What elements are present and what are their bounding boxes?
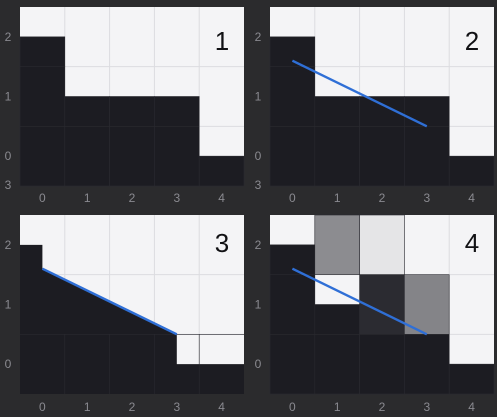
x-tick-label: 4: [468, 400, 475, 414]
x-tick-label: 2: [379, 191, 386, 205]
x-tick-label: 4: [218, 191, 225, 205]
dark-cell: [269, 126, 316, 187]
y-tick-label: 2: [5, 238, 12, 252]
x-tick-label: 0: [39, 400, 46, 414]
y-tick-label: 3: [5, 178, 12, 192]
dark-cell: [359, 334, 405, 395]
dark-cell-partial: [19, 36, 66, 67]
x-tick-label: 3: [423, 400, 430, 414]
shaded-cell: [359, 214, 405, 275]
x-tick-label: 2: [379, 400, 386, 414]
y-tick-label: 0: [255, 149, 262, 163]
dark-cell-partial: [64, 96, 110, 127]
dark-cell-partial: [154, 96, 200, 127]
panel-4: 0 1 2 3 4 0 1 2 3 4: [255, 178, 495, 414]
fit-line: [291, 59, 428, 128]
y-tick-label: 0: [5, 357, 12, 371]
panel-number-label: 1: [215, 26, 229, 56]
fit-line: [291, 267, 428, 336]
dark-cell-partial: [404, 96, 450, 127]
panels-container: 0123401231012340123201234012330123401234: [5, 7, 495, 414]
x-tick-label: 4: [218, 400, 225, 414]
dark-cell-partial: [314, 304, 360, 335]
x-tick-label: 0: [289, 191, 296, 205]
y-tick-label: 2: [255, 30, 262, 44]
dark-cell-partial: [314, 96, 360, 127]
dark-cell-partial: [448, 363, 495, 395]
dark-cell-partial: [269, 244, 316, 275]
panel-number-label: 3: [215, 228, 229, 258]
panel-number-label: 4: [465, 228, 479, 258]
shaded-cell: [314, 214, 360, 275]
y-tick-label: 1: [255, 90, 262, 104]
dark-cell: [64, 126, 110, 187]
panel-1: 0 1 2 3 4 0 1 2 3 1: [5, 7, 245, 205]
dark-cell-partial: [448, 155, 495, 187]
x-tick-label: 0: [39, 191, 46, 205]
x-tick-label: 1: [334, 400, 341, 414]
y-tick-label: 0: [255, 357, 262, 371]
y-tick-label: 2: [5, 30, 12, 44]
y-tick-label: 1: [5, 90, 12, 104]
dark-cell: [19, 126, 66, 187]
x-tick-label: 3: [173, 400, 180, 414]
dark-cell: [404, 334, 450, 395]
filled-region: [20, 244, 244, 394]
dark-cell: [314, 126, 360, 187]
x-tick-label: 1: [84, 400, 91, 414]
x-tick-label: 0: [289, 400, 296, 414]
dark-cell: [19, 66, 66, 127]
dark-cell: [359, 126, 405, 187]
dark-cell: [314, 334, 360, 395]
y-tick-label: 1: [255, 298, 262, 312]
dark-cell-partial: [109, 96, 155, 127]
panel-number-label: 2: [465, 26, 479, 56]
fit-line: [41, 267, 178, 336]
dark-cell: [269, 66, 316, 127]
dark-cell: [154, 126, 200, 187]
dark-cell: [404, 126, 450, 187]
y-tick-label: 0: [5, 149, 12, 163]
panel-2: 0 1 2 3 4 0 1 2 3 2: [255, 7, 495, 205]
x-tick-label: 1: [84, 191, 91, 205]
x-tick-label: 3: [173, 191, 180, 205]
y-tick-label: 3: [255, 178, 262, 192]
y-tick-label: 1: [5, 298, 12, 312]
x-tick-label: 4: [468, 191, 475, 205]
x-tick-label: 2: [129, 400, 136, 414]
panel-3: 0 1 2 3 4 0 1 2 3 3: [5, 178, 244, 414]
shaded-cell: [404, 274, 450, 335]
dark-cell-partial: [198, 155, 245, 187]
x-tick-label: 3: [423, 191, 430, 205]
dark-cell: [269, 334, 316, 395]
x-tick-label: 2: [129, 191, 136, 205]
x-tick-label: 1: [334, 191, 341, 205]
y-tick-label: 2: [255, 238, 262, 252]
dark-cell-partial: [269, 36, 316, 67]
dark-cell: [109, 126, 155, 187]
dark-cell: [269, 274, 316, 335]
